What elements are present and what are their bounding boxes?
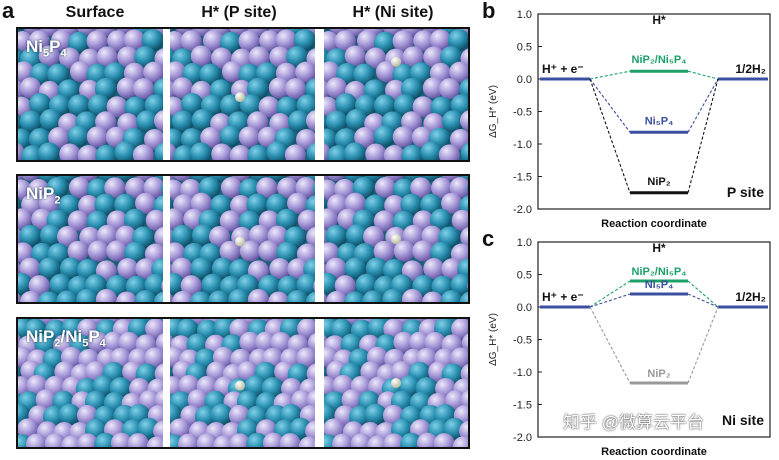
connector-line	[590, 71, 630, 79]
y-tick-label: -2.0	[513, 432, 532, 444]
series-label: NiP₂/Ni₅P₄	[632, 266, 687, 278]
series-label: Ni₅P₄	[645, 115, 674, 127]
state-label-reactant: H⁺ + e⁻	[542, 62, 584, 76]
y-tick-label: 1.0	[517, 9, 532, 21]
structure-image-r1-c2	[324, 176, 469, 302]
connector-line	[590, 281, 630, 307]
state-label-h-star: H*	[652, 13, 666, 27]
y-tick-label: 0.0	[517, 74, 532, 86]
connector-line	[590, 307, 630, 383]
y-tick-label: 1.0	[517, 237, 532, 249]
y-tick-label: -2.0	[513, 204, 532, 216]
y-axis-label: ΔG_H* (eV)	[488, 313, 499, 366]
hydrogen-atom	[235, 237, 245, 247]
hydrogen-atom	[391, 378, 401, 388]
connector-line	[590, 79, 630, 193]
series-label: NiP₂/Ni₅P₄	[632, 54, 687, 66]
state-label-product: 1/2H₂	[735, 290, 766, 304]
connector-line	[688, 281, 718, 307]
structure-image-r0-c1	[170, 29, 315, 160]
hydrogen-atom	[235, 92, 245, 102]
row-label-nip2-ni5p4: NiP2/Ni5P4	[26, 327, 106, 349]
state-label-h-star: H*	[652, 241, 666, 255]
structure-image-r2-c1	[170, 319, 315, 447]
connector-line	[590, 294, 630, 307]
hydrogen-atom	[235, 381, 245, 391]
y-tick-label: -1.5	[513, 172, 532, 184]
connector-line	[688, 71, 718, 79]
y-tick-label: -1.0	[513, 139, 532, 151]
connector-line	[688, 79, 718, 132]
structure-row-nip2: NiP2	[16, 174, 470, 304]
y-tick-label: 0.0	[517, 302, 532, 314]
state-label-reactant: H⁺ + e⁻	[542, 290, 584, 304]
y-tick-label: -0.5	[513, 107, 532, 119]
column-header-p-site: H* (P site)	[164, 4, 314, 22]
site-label: Ni site	[722, 412, 764, 428]
y-tick-label: 0.5	[517, 270, 532, 282]
hydrogen-atom	[391, 234, 401, 244]
y-tick-label: -1.0	[513, 367, 532, 379]
structure-image-r2-c2	[324, 319, 469, 447]
x-axis-label: Reaction coordinate	[601, 446, 707, 458]
watermark-text: 知乎 @微算云平台	[563, 408, 704, 433]
y-tick-label: 0.5	[517, 42, 532, 54]
y-axis-label: ΔG_H* (eV)	[488, 85, 499, 138]
y-tick-label: -1.5	[513, 400, 532, 412]
series-label: NiP₂	[647, 176, 670, 188]
hydrogen-atom	[391, 57, 401, 67]
y-tick-label: -0.5	[513, 335, 532, 347]
energy-diagram-p-site: 1.00.50.0-0.5-1.0-1.5-2.0ΔG_H* (eV)React…	[478, 0, 778, 232]
row-label-nip2: NiP2	[26, 184, 60, 206]
site-label: P site	[727, 184, 764, 200]
connector-line	[688, 307, 718, 383]
structure-row-nip2-ni5p4: NiP2/Ni5P4	[16, 317, 470, 449]
connector-line	[590, 79, 630, 132]
column-header-ni-site: H* (Ni site)	[318, 4, 468, 22]
series-label: NiP₂	[647, 368, 670, 380]
connector-line	[688, 79, 718, 193]
structure-row-ni5p4: Ni5P4	[16, 27, 470, 162]
column-header-surface: Surface	[20, 4, 170, 22]
structure-image-r1-c1	[170, 176, 315, 302]
series-label: Ni₅P₄	[645, 279, 674, 291]
structure-image-r0-c2	[324, 29, 469, 160]
panel-a-letter: a	[2, 0, 14, 24]
row-label-ni5p4: Ni5P4	[26, 37, 67, 59]
state-label-product: 1/2H₂	[735, 62, 766, 76]
connector-line	[688, 294, 718, 307]
